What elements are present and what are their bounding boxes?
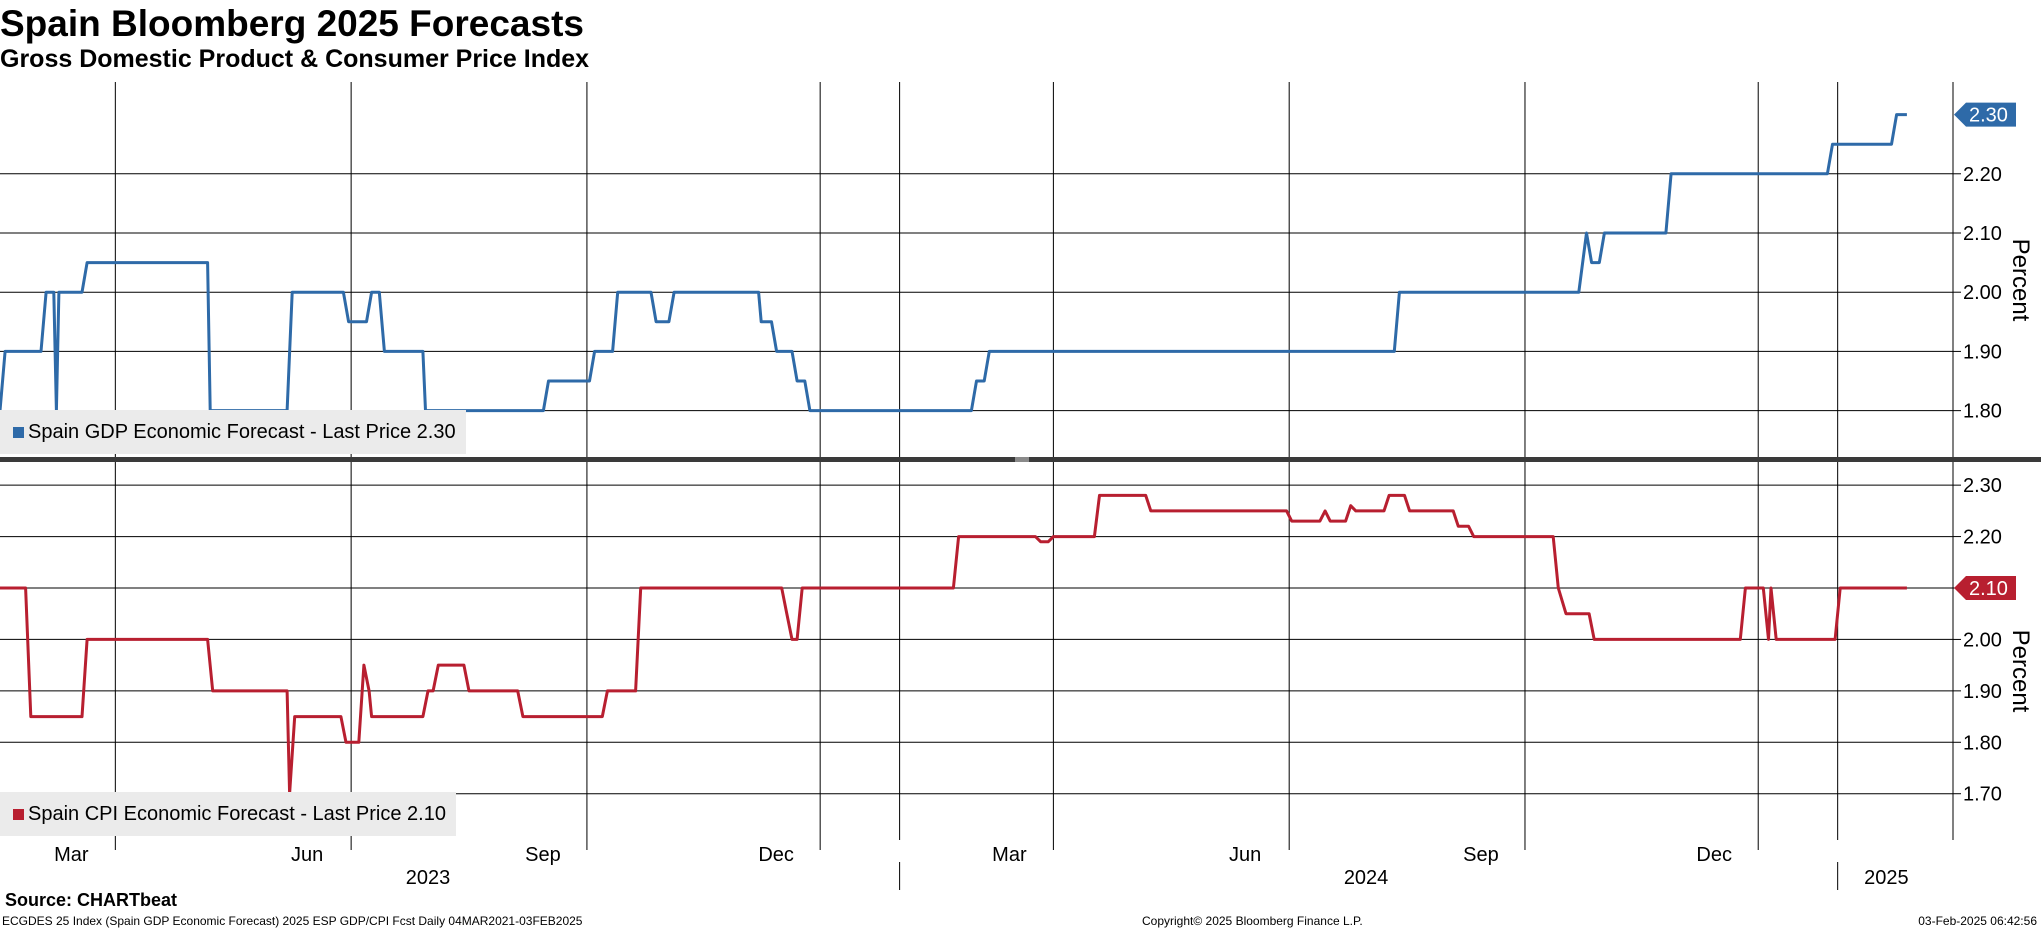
y-axis-title: Percent [2007,239,2034,322]
y-tick-label: 1.90 [1963,681,2002,703]
x-month-label: Jun [1229,844,1261,866]
series-line-gdp [0,113,1907,413]
chart-title: Spain Bloomberg 2025 Forecasts [0,3,584,44]
y-tick-label: 2.10 [1963,223,2002,245]
y-tick-label: 2.20 [1963,164,2002,186]
legend-gdp-label: Spain GDP Economic Forecast - Last Price… [28,421,456,443]
y-axis-title: Percent [2007,630,2034,713]
y-tick-label: 2.20 [1963,527,2002,549]
y-tick-label: 2.30 [1963,475,2002,497]
y-tick-label: 1.80 [1963,401,2002,423]
x-year-label: 2024 [1344,867,1389,889]
legend-gdp-swatch [13,427,24,438]
legend-cpi-label: Spain CPI Economic Forecast - Last Price… [28,803,446,825]
x-year-label: 2023 [406,867,451,889]
last-value-marker [1954,102,2016,127]
chart-subtitle: Gross Domestic Product & Consumer Price … [0,45,590,73]
last-value-label: 2.10 [1969,578,2008,600]
x-month-label: Sep [525,844,561,866]
y-tick-label: 1.90 [1963,341,2002,363]
y-tick-label: 2.00 [1963,282,2002,304]
y-tick-label: 2.00 [1963,629,2002,651]
panel-divider-grip [1015,457,1029,462]
source-note: Source: CHARTbeat [5,890,178,910]
x-month-label: Sep [1463,844,1499,866]
series-line-cpi [0,493,1907,796]
legend-cpi: Spain CPI Economic Forecast - Last Price… [0,792,456,836]
x-month-label: Dec [758,844,794,866]
x-year-label: 2025 [1864,867,1909,889]
x-month-label: Mar [54,844,89,866]
x-month-label: Mar [992,844,1027,866]
y-tick-label: 1.70 [1963,784,2002,806]
footer-ticker-info: ECGDES 25 Index (Spain GDP Economic Fore… [2,914,583,928]
footer-copyright: Copyright© 2025 Bloomberg Finance L.P. [1142,914,1363,928]
last-value-label: 2.30 [1969,105,2008,127]
x-month-label: Dec [1696,844,1732,866]
x-month-label: Jun [291,844,323,866]
legend-cpi-swatch [13,809,24,820]
footer-timestamp: 03-Feb-2025 06:42:56 [1918,914,2037,928]
y-tick-label: 1.80 [1963,732,2002,754]
legend-gdp: Spain GDP Economic Forecast - Last Price… [0,410,466,454]
last-value-marker [1954,576,2016,600]
